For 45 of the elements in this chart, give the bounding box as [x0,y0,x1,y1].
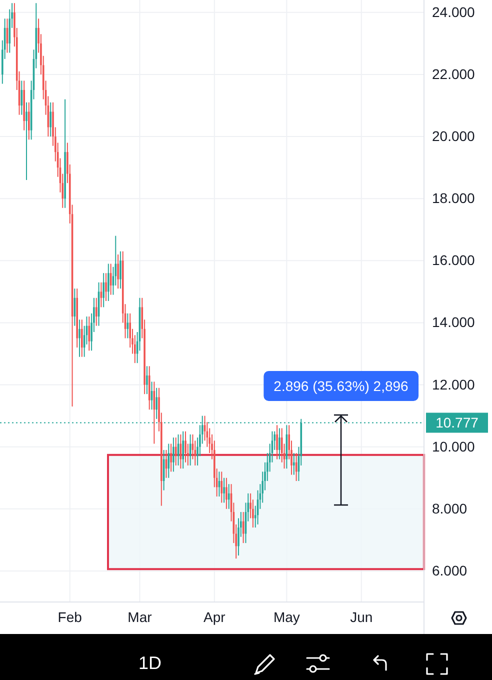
candlestick [172,437,174,472]
candlestick [28,102,30,140]
candlestick [156,387,158,420]
candlestick [170,443,172,472]
candlestick [226,477,228,510]
y-tick-label: 16.000 [432,252,476,268]
candlestick [184,430,186,463]
y-tick-label: 20.000 [432,128,476,144]
candlestick [228,484,230,510]
candlestick [88,316,90,352]
candlestick [223,477,225,504]
y-tick-label: 12.000 [432,376,476,392]
y-tick-label: 8.000 [432,500,468,516]
x-tick-label: Apr [204,608,226,625]
candlestick [293,452,295,476]
candlestick [95,297,98,326]
x-tick-label: Feb [58,608,82,625]
candlestick [105,272,107,302]
x-tick-label: May [273,608,300,625]
x-tick-label: Mar [128,608,152,625]
candlestick [78,319,80,358]
candlestick [182,430,184,470]
ref-line-label: 10.777 [436,414,479,431]
candlestick [120,250,122,290]
y-tick-label: 6.000 [432,562,468,578]
y-tick-label: 14.000 [432,314,476,330]
x-tick-label: Jun [350,608,373,625]
candlestick [117,254,119,290]
candlestick [102,272,104,308]
candlestick [50,102,52,138]
candlestick [220,471,223,504]
y-tick-label: 22.000 [432,66,476,82]
candlestick [174,437,177,466]
annotation: 2.896 (35.63%) 2,896 [274,378,409,394]
y-tick-label: 10.000 [432,438,476,454]
candlestick [278,428,280,460]
y-tick-label: 24.000 [432,4,476,20]
text: 1D [138,653,162,673]
candlestick [146,366,148,395]
candlestick [81,319,83,358]
y-tick-label: 18.000 [432,190,476,206]
candlestick [168,443,170,478]
candlestick [26,102,28,180]
candlestick [276,424,278,460]
candlestick [108,263,110,302]
